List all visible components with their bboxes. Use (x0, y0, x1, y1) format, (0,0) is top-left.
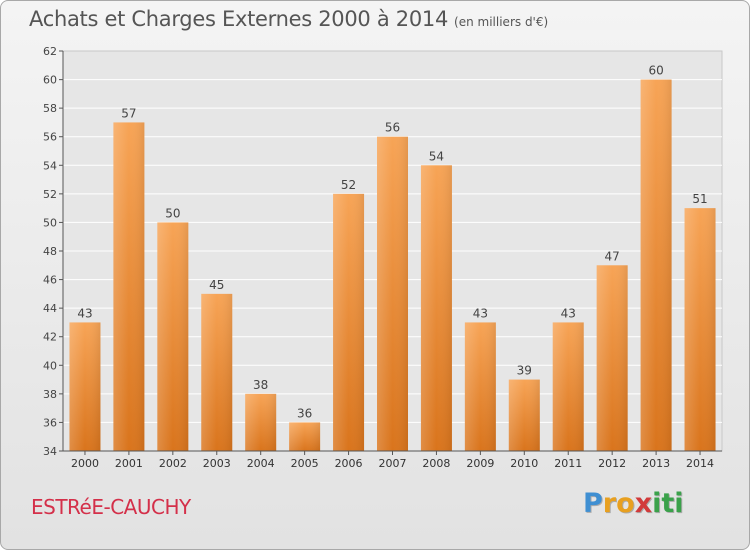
bar-shine (201, 293, 233, 451)
y-tick-label: 62 (43, 45, 57, 58)
bars: 43 57 50 45 38 36 52 56 54 43 39 43 47 60 51 (69, 64, 716, 452)
bar-value-label: 47 (605, 249, 620, 263)
y-tick-label: 60 (43, 74, 57, 87)
bar-shine (464, 322, 496, 451)
x-tick-label: 2011 (554, 457, 582, 470)
y-tick-label: 52 (43, 188, 57, 201)
bar-shine (640, 79, 672, 452)
x-tick-label: 2003 (203, 457, 231, 470)
y-tick-label: 58 (43, 102, 57, 115)
logo-letter: x (634, 488, 653, 519)
y-tick-label: 40 (43, 359, 57, 372)
bar-shine (552, 322, 584, 451)
bar-value-label: 60 (648, 64, 663, 78)
bar-value-label: 43 (473, 306, 488, 320)
bar-value-label: 36 (297, 406, 312, 420)
y-tick-label: 38 (43, 388, 57, 401)
y-tick-label: 54 (43, 159, 57, 172)
bar-value-label: 43 (561, 306, 576, 320)
x-tick-label: 2009 (466, 457, 494, 470)
bar-value-label: 54 (429, 149, 444, 163)
logo-letter: i (652, 488, 662, 519)
y-tick-label: 56 (43, 131, 57, 144)
proxiti-logo[interactable]: Proxiti (583, 488, 684, 519)
x-tick-label: 2001 (115, 457, 143, 470)
bar-chart: 34 36 38 40 42 44 46 48 50 52 54 56 58 60 62 43 57 50 45 3… (43, 45, 723, 470)
y-tick-label: 50 (43, 216, 57, 229)
logo-letter: i (674, 488, 684, 519)
x-tick-label: 2000 (71, 457, 99, 470)
y-tick-label: 44 (43, 302, 57, 315)
y-tick-label: 36 (43, 416, 57, 429)
bar-shine (508, 379, 540, 451)
bar-value-label: 50 (165, 206, 180, 220)
x-axis: 2000 2001 2002 2003 2004 2005 2006 2007 2008 2009… (63, 450, 722, 470)
y-axis: 34 36 38 40 42 44 46 48 50 52 54 56 58 60 62 (43, 45, 64, 458)
y-tick-label: 48 (43, 245, 57, 258)
logo-letter: o (616, 488, 635, 519)
x-tick-label: 2004 (247, 457, 275, 470)
x-tick-label: 2006 (335, 457, 363, 470)
x-tick-label: 2007 (379, 457, 407, 470)
logo-letter: t (661, 488, 675, 519)
bar-shine (420, 165, 452, 452)
bar-shine (245, 393, 277, 451)
bar-shine (157, 222, 189, 451)
bar-value-label: 52 (341, 178, 356, 192)
x-tick-label: 2008 (422, 457, 450, 470)
bar-shine (289, 422, 321, 451)
bar-value-label: 51 (692, 192, 707, 206)
x-tick-label: 2002 (159, 457, 187, 470)
bar-value-label: 45 (209, 278, 224, 292)
chart-title-text: Achats et Charges Externes 2000 à 2014 (29, 7, 449, 31)
logo-letter: r (602, 488, 617, 519)
y-tick-label: 34 (43, 445, 57, 458)
x-tick-label: 2010 (510, 457, 538, 470)
x-tick-label: 2014 (686, 457, 714, 470)
bar-shine (377, 136, 408, 451)
bar-value-label: 57 (121, 106, 136, 120)
bar-shine (596, 265, 628, 451)
y-tick-label: 46 (43, 274, 57, 287)
y-tick-label: 42 (43, 331, 57, 344)
bar-value-label: 39 (517, 364, 532, 378)
x-tick-label: 2005 (291, 457, 319, 470)
city-name: ESTRéE-CAUCHY (31, 495, 191, 519)
chart-title: Achats et Charges Externes 2000 à 2014 (e… (29, 7, 548, 31)
bar-value-label: 56 (385, 121, 400, 135)
x-tick-label: 2013 (642, 457, 670, 470)
bar-shine (69, 322, 101, 451)
bar-value-label: 43 (77, 306, 92, 320)
logo-letter: P (583, 488, 603, 519)
chart-subtitle: (en milliers d'€) (454, 15, 549, 29)
bar-value-label: 38 (253, 378, 268, 392)
bar-shine (113, 122, 145, 451)
bar-shine (333, 193, 365, 451)
bar-shine (684, 208, 716, 451)
x-tick-label: 2012 (598, 457, 626, 470)
